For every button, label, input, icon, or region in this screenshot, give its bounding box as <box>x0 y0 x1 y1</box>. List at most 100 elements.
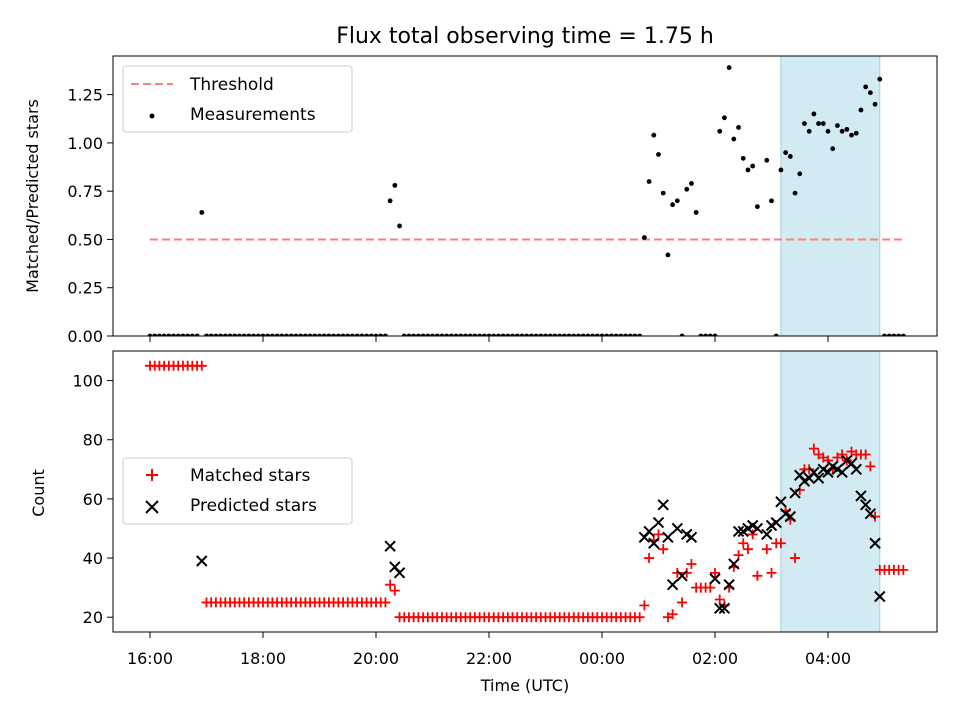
measurement-point <box>331 333 337 336</box>
measurements-legend-swatch <box>149 113 155 119</box>
matched-star-point <box>794 485 805 496</box>
measurement-point <box>321 333 327 336</box>
measurement-point <box>194 333 200 336</box>
measurement-point <box>566 333 572 336</box>
measurement-point <box>712 333 718 336</box>
predicted-star-point <box>723 578 735 591</box>
measurement-point <box>703 333 708 336</box>
measurement-point <box>486 333 492 336</box>
measurement-point <box>872 101 878 107</box>
predicted-star-point <box>784 510 797 523</box>
y-tick-label: 80 <box>83 431 103 450</box>
predicted-star-point <box>657 499 669 511</box>
matched-star-point <box>705 582 716 593</box>
measurement-point <box>533 333 539 336</box>
measurement-point <box>877 76 883 82</box>
measurement-point <box>161 333 167 336</box>
predicted-star-point <box>652 516 665 529</box>
predicted-star-point <box>869 537 881 549</box>
measurement-point <box>392 182 398 188</box>
measurement-point <box>820 121 826 126</box>
measurement-point <box>434 333 440 336</box>
measurement-point <box>637 333 643 336</box>
measurement-point <box>811 111 817 117</box>
y-tick-label: 20 <box>83 608 103 627</box>
bottom-x-ticks: 16:00 18:00 20:00 22:00 00:00 02:00 04:00 <box>127 632 851 668</box>
measurement-point <box>298 333 304 336</box>
measurement-point <box>477 333 482 336</box>
matched-star-point <box>775 538 786 549</box>
predicted-star-point <box>648 537 660 549</box>
measurement-point <box>627 333 633 336</box>
measurement-point <box>750 163 756 169</box>
predicted-star-point <box>761 528 773 541</box>
measurement-point <box>576 333 581 336</box>
measurement-point <box>849 132 854 138</box>
measurement-point <box>684 186 690 192</box>
measurement-point <box>430 333 435 336</box>
measurement-point <box>514 333 520 336</box>
measurement-point <box>425 333 431 336</box>
measurement-point <box>350 333 355 336</box>
matched-star-point <box>672 567 683 578</box>
measurement-point <box>467 333 473 336</box>
measurement-point <box>679 333 685 336</box>
predicted-star-point <box>728 558 740 570</box>
measurement-point <box>740 155 746 161</box>
measurement-point <box>717 128 723 134</box>
measurement-point <box>613 333 619 336</box>
predicted-star-point <box>685 531 698 544</box>
matched-star-point <box>667 609 678 620</box>
measurement-point <box>496 333 501 336</box>
measurement-point <box>387 198 393 204</box>
measurement-point <box>609 333 614 336</box>
measurement-point <box>896 333 902 336</box>
predicted-star-point <box>643 525 655 538</box>
y-tick-label: 0.50 <box>67 230 103 249</box>
measurement-point <box>524 333 530 336</box>
measurement-point <box>189 333 195 336</box>
predicted-star-point <box>855 490 867 502</box>
measurement-point <box>585 333 591 336</box>
matched-star-point <box>653 529 664 540</box>
measurement-point <box>641 235 647 240</box>
matched-star-point <box>747 529 758 540</box>
measurement-point <box>420 333 426 336</box>
predicted-star-point <box>812 472 825 484</box>
bottom-y-axis-label: Count <box>29 469 48 517</box>
y-tick-label: 1.25 <box>67 86 103 105</box>
x-tick-label: 00:00 <box>579 649 625 668</box>
measurement-point <box>787 154 793 159</box>
measurement-point <box>463 333 468 336</box>
measurement-point <box>246 333 252 336</box>
measurement-point <box>175 333 181 336</box>
measurement-point <box>401 333 407 336</box>
measurement-point <box>208 333 214 336</box>
measurement-point <box>302 333 308 336</box>
predicted-star-point <box>662 531 674 544</box>
matched-star-point <box>738 538 749 549</box>
x-tick-label: 04:00 <box>805 649 851 668</box>
matched-star-point <box>677 597 688 608</box>
measurement-point <box>279 333 285 336</box>
measurement-point <box>255 333 261 336</box>
y-tick-label: 0.75 <box>67 182 103 201</box>
predicted-star-point <box>676 570 688 582</box>
measurement-point <box>251 333 256 336</box>
x-tick-label: 20:00 <box>353 649 399 668</box>
measurement-point <box>571 333 577 336</box>
measurement-point <box>698 333 704 336</box>
predicted-star-point <box>770 516 782 529</box>
measurement-point <box>867 90 873 96</box>
measurement-point <box>378 333 384 336</box>
predicted-star-point <box>393 567 406 579</box>
matched-star-point <box>710 567 720 578</box>
predicted-star-point <box>709 573 721 585</box>
predicted-star-point <box>874 590 886 603</box>
measurement-point <box>726 65 732 70</box>
measurement-point <box>510 333 515 336</box>
measurement-point <box>773 333 779 336</box>
measurement-point <box>618 333 624 336</box>
measurement-point <box>218 333 224 336</box>
measurement-point <box>651 132 657 138</box>
